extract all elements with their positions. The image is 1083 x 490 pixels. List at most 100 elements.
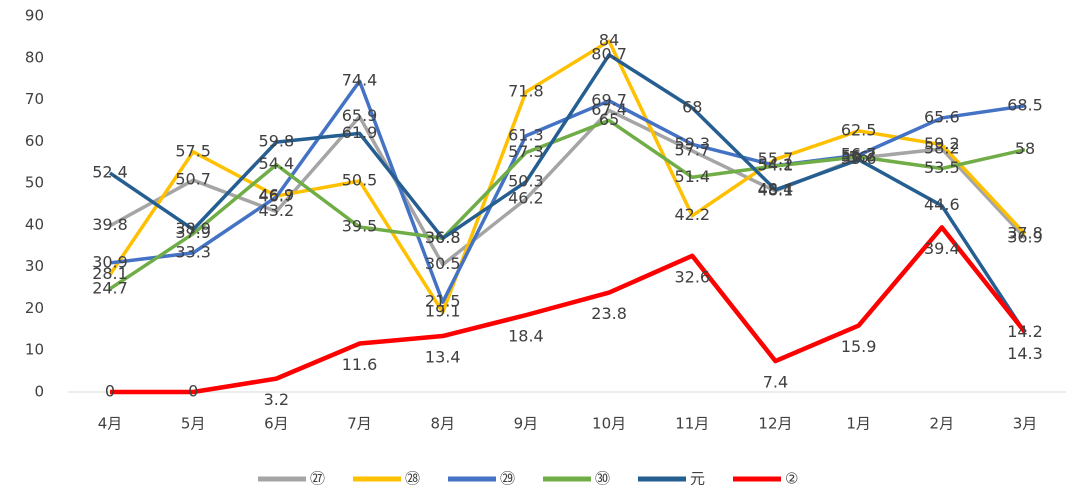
x-tick-label: 4月 — [98, 415, 123, 433]
data-label: 54.2 — [758, 155, 794, 174]
series-line — [109, 53, 1027, 334]
data-label: 57.7 — [674, 140, 710, 159]
data-label: 38.9 — [175, 219, 211, 238]
data-label: 46.2 — [508, 188, 544, 207]
data-label: 65.9 — [342, 106, 378, 125]
x-tick-label: 7月 — [347, 415, 372, 433]
data-label: 80.7 — [591, 44, 627, 63]
x-tick-label: 1月 — [846, 415, 871, 433]
y-tick-label: 50 — [25, 174, 44, 192]
legend-label: ② — [785, 470, 798, 488]
data-label: 23.8 — [591, 304, 627, 323]
data-label: 18.4 — [508, 327, 544, 346]
y-tick-label: 70 — [25, 90, 44, 108]
data-label: 48.4 — [758, 179, 794, 198]
data-label: 39.8 — [92, 215, 128, 234]
data-label: 30.5 — [425, 254, 461, 273]
data-label: 61.9 — [342, 123, 378, 142]
data-label: 61.3 — [508, 125, 544, 144]
series-line — [109, 79, 1026, 304]
data-label: 56.3 — [841, 146, 877, 165]
data-label: 32.6 — [674, 267, 710, 286]
legend-label: ㉚ — [595, 470, 610, 488]
data-label: 56.7 — [841, 145, 877, 164]
data-label: 50.7 — [175, 170, 211, 189]
x-tick-label: 8月 — [430, 415, 455, 433]
data-label: 30.9 — [92, 252, 128, 271]
y-tick-label: 40 — [25, 215, 44, 233]
data-label: 7.4 — [763, 373, 788, 392]
data-label: 54.1 — [758, 155, 794, 174]
data-label: 24.7 — [92, 278, 128, 297]
data-label: 48.1 — [758, 181, 794, 200]
data-label: 50.3 — [508, 171, 544, 190]
data-label: 65 — [599, 110, 619, 129]
y-tick-label: 90 — [25, 7, 44, 25]
data-label: 42.2 — [674, 205, 710, 224]
data-label: 36.9 — [1007, 227, 1043, 246]
y-tick-label: 80 — [25, 48, 44, 66]
data-label: 57.5 — [175, 141, 211, 160]
data-label: 51.4 — [674, 167, 710, 186]
data-label: 43.2 — [259, 201, 295, 220]
data-label: 46.7 — [259, 186, 295, 205]
x-tick-label: 6月 — [264, 415, 289, 433]
data-label: 69.7 — [591, 90, 627, 109]
legend-label: ㉘ — [405, 470, 420, 488]
data-label: 55.6 — [841, 149, 877, 168]
data-label: 59.8 — [259, 132, 295, 151]
data-label: 0 — [188, 382, 198, 401]
data-label: 33.3 — [175, 242, 211, 261]
data-label: 14.2 — [1007, 322, 1043, 341]
data-label: 58 — [1015, 139, 1035, 158]
x-tick-label: 9月 — [514, 415, 539, 433]
series-line — [108, 39, 1027, 314]
series-line — [109, 118, 1026, 291]
x-tick-label: 10月 — [592, 415, 626, 433]
legend-label: 元 — [690, 470, 705, 488]
legend-label: ㉙ — [500, 470, 515, 488]
x-tick-label: 5月 — [181, 415, 206, 433]
data-label: 84 — [599, 31, 619, 50]
data-label: 11.6 — [342, 355, 378, 374]
data-label: 65.6 — [924, 107, 960, 126]
series-line — [110, 225, 1027, 395]
data-label: 36.8 — [425, 228, 461, 247]
data-label: 67.4 — [591, 100, 627, 119]
y-tick-label: 20 — [25, 299, 44, 317]
data-label: 59.2 — [924, 134, 960, 153]
data-label: 68.5 — [1007, 95, 1043, 114]
data-label: 36.8 — [425, 228, 461, 247]
y-tick-label: 10 — [25, 341, 44, 359]
data-label: 68 — [682, 97, 702, 116]
data-label: 21.5 — [425, 292, 461, 311]
data-label: 37.9 — [175, 223, 211, 242]
data-label: 55.7 — [758, 149, 794, 168]
data-label: 0 — [105, 382, 115, 401]
y-tick-label: 30 — [25, 257, 44, 275]
data-label: 46.9 — [259, 186, 295, 205]
data-label: 39.5 — [342, 216, 378, 235]
x-tick-label: 12月 — [758, 415, 792, 433]
legend-label: ㉗ — [310, 470, 325, 488]
data-label: 28.1 — [92, 264, 128, 283]
data-label: 44.6 — [924, 195, 960, 214]
data-label: 19.1 — [425, 302, 461, 321]
data-label: 37.8 — [1007, 224, 1043, 243]
data-label: 56 — [848, 148, 868, 167]
data-label: 52.4 — [92, 163, 128, 182]
data-label: 3.2 — [264, 390, 289, 409]
data-label: 62.5 — [841, 120, 877, 139]
x-tick-label: 2月 — [930, 415, 955, 433]
y-tick-label: 60 — [25, 132, 44, 150]
data-label: 58.2 — [924, 138, 960, 157]
data-label: 74.4 — [342, 71, 378, 90]
data-label: 15.9 — [841, 337, 877, 356]
data-label: 50.5 — [342, 171, 378, 190]
y-tick-label: 0 — [34, 383, 44, 401]
data-label: 13.4 — [425, 348, 461, 367]
data-label: 57.3 — [508, 142, 544, 161]
data-label: 59.3 — [674, 134, 710, 153]
data-label: 71.8 — [508, 82, 544, 101]
